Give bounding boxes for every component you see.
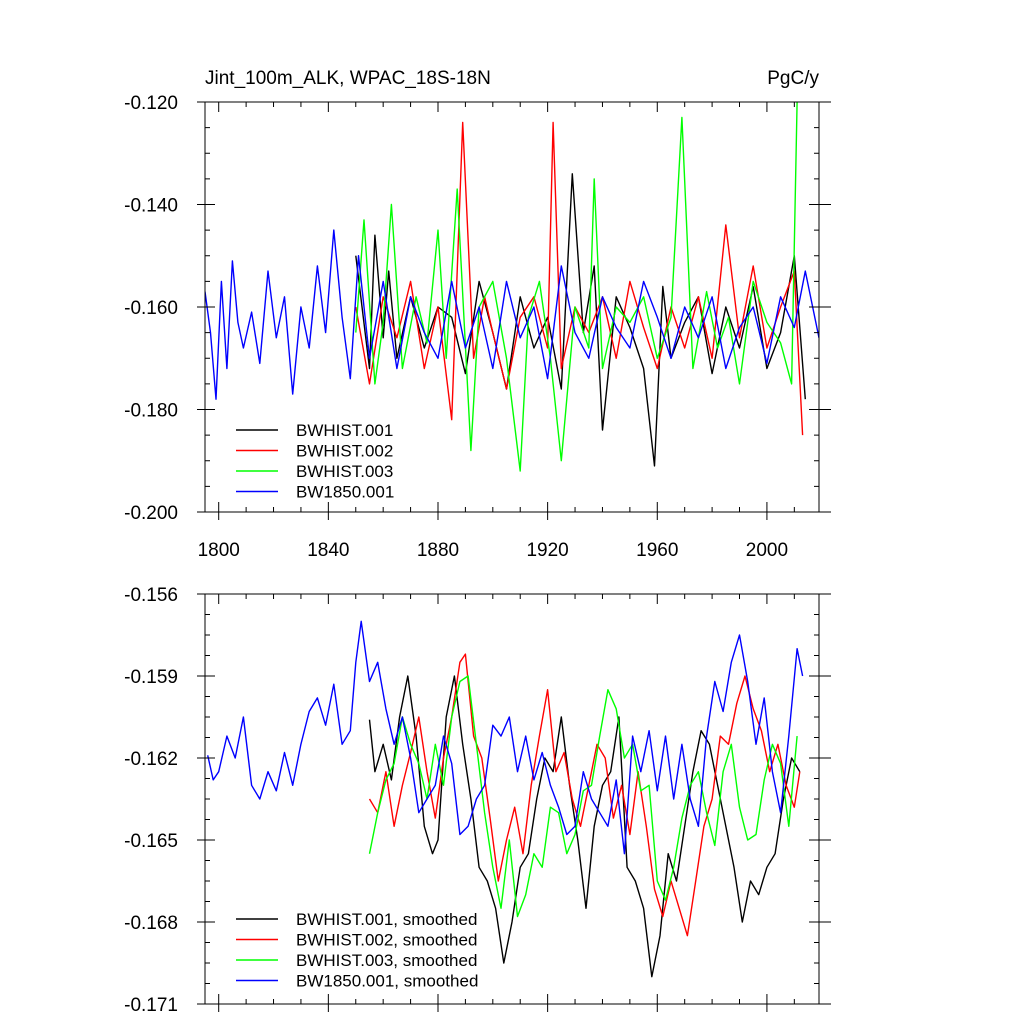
top-panel-title: Jint_100m_ALK, WPAC_18S-18N [205,68,491,89]
y-tick-label: -0.168 [124,913,178,934]
series-line-bottom-0 [368,675,801,978]
legend-label: BWHIST.002 [296,442,393,461]
x-tick-label: 1840 [307,540,349,561]
y-tick-label: -0.159 [124,667,178,688]
y-tick-label: -0.165 [124,831,178,852]
series-line-top-0 [355,173,806,467]
y-tick-label: -0.162 [124,749,178,770]
y-tick-label: -0.200 [124,503,178,524]
series-line-top-1 [355,121,804,436]
top-panel-units: PgC/y [767,68,819,89]
series-line-top-2 [355,102,798,472]
y-tick-label: -0.160 [124,298,178,319]
legend-label: BWHIST.001, smoothed [296,910,477,929]
y-tick-label: -0.140 [124,196,178,217]
legend-label: BWHIST.002, smoothed [296,931,477,950]
top-series-layer [205,102,819,472]
y-tick-label: -0.171 [124,995,178,1016]
bottom-axes: -0.171 -0.168 -0.165 -0.162 -0.159 -0.156 [124,585,831,1016]
x-tick-label: 2000 [746,540,788,561]
legend-label: BWHIST.003 [296,462,393,481]
y-tick-label: -0.120 [124,93,178,114]
x-tick-label: 1920 [526,540,568,561]
legend-label: BW1850.001, smoothed [296,972,478,991]
legend-label: BW1850.001 [296,483,394,502]
series-line-top-3 [205,229,819,400]
bottom-series-layer [207,620,804,978]
legend-label: BWHIST.001 [296,421,393,440]
bottom-legend: BWHIST.001, smoothed BWHIST.002, smoothed… [236,910,478,991]
x-tick-label: 1960 [636,540,678,561]
series-line-bottom-3 [207,620,804,855]
legend-label: BWHIST.003, smoothed [296,951,477,970]
x-tick-label: 1880 [417,540,459,561]
top-axes: 1800 1840 1880 1920 1960 2000 -0.200 -0.180 -0.1… [124,93,831,561]
top-panel: Jint_100m_ALK, WPAC_18S-18N PgC/y 1800 18… [124,68,831,561]
x-tick-label: 1800 [198,540,240,561]
y-tick-label: -0.180 [124,401,178,422]
bottom-panel: -0.171 -0.168 -0.165 -0.162 -0.159 -0.156 BWH… [124,585,831,1016]
y-tick-label: -0.156 [124,585,178,606]
series-line-bottom-1 [368,653,801,937]
series-line-bottom-2 [368,675,798,918]
